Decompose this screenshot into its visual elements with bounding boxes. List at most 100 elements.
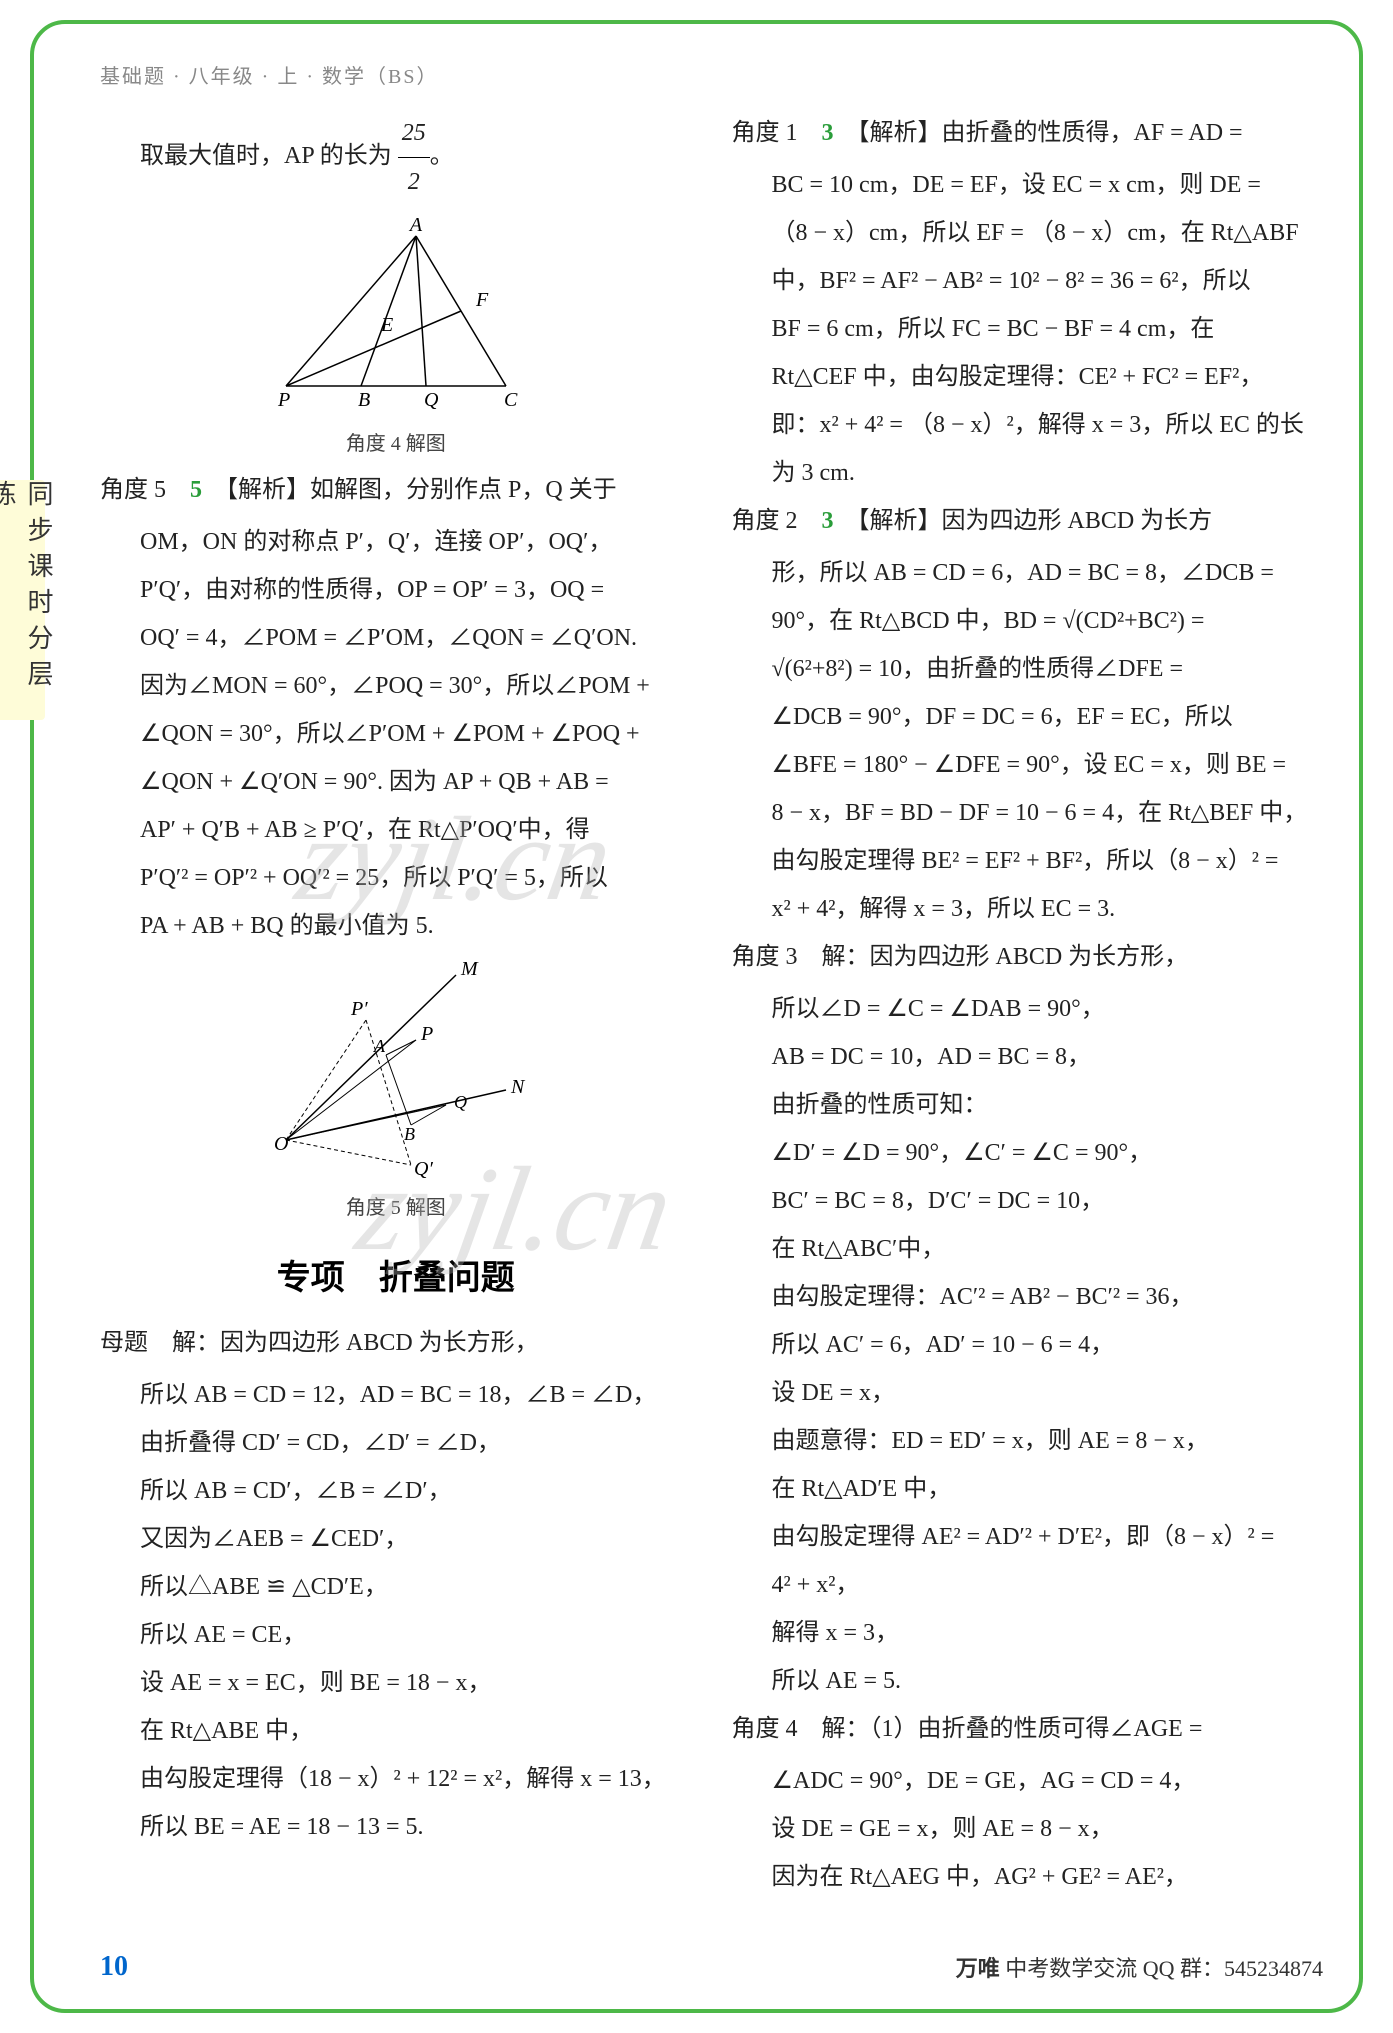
j2-l1: 90°，在 Rt△BCD 中，BD = √(CD²+BC²) =	[732, 597, 1324, 645]
mt-l7: 在 Rt△ABE 中，	[100, 1707, 692, 1755]
j3-l14: 所以 AE = 5.	[732, 1657, 1324, 1705]
j2-l2: √(6²+8²) = 10，由折叠的性质得∠DFE =	[732, 645, 1324, 693]
svg-text:Q: Q	[454, 1092, 467, 1112]
side-tab: 同步课时分层练	[0, 480, 45, 720]
footer-text: 万唯 中考数学交流 QQ 群：545234874	[956, 1951, 1323, 1983]
mt-l9: 所以 BE = AE = 18 − 13 = 5.	[100, 1803, 692, 1851]
j4-l2: 因为在 Rt△AEG 中，AG² + GE² = AE²，	[732, 1853, 1324, 1901]
figure4-svg: A F E P B Q C	[266, 216, 526, 416]
figure5-svg: M P′ A P Q N B Q′ O	[256, 960, 536, 1180]
j2-l4: ∠BFE = 180° − ∠DFE = 90°，设 EC = x，则 BE =	[732, 741, 1324, 789]
j3-l0: 所以∠D = ∠C = ∠DAB = 90°，	[732, 985, 1324, 1033]
muti-label: 母题 解：因为四边形 ABCD 为长方形，	[100, 1319, 692, 1367]
j3-l9: 由题意得：ED = ED′ = x，则 AE = 8 − x，	[732, 1417, 1324, 1465]
brand: 万唯	[956, 1956, 1000, 1981]
j2-l7: x² + 4²，解得 x = 3，所以 EC = 3.	[732, 885, 1324, 933]
j3-l4: BC′ = BC = 8，D′C′ = DC = 10，	[732, 1177, 1324, 1225]
intro-line: 取最大值时，AP 的长为 25 2 。	[100, 109, 692, 206]
j3-l6: 由勾股定理得：AC′² = AB² − BC′² = 36，	[732, 1273, 1324, 1321]
j1-l2: 中，BF² = AF² − AB² = 10² − 8² = 36 = 6²，所…	[732, 257, 1324, 305]
svg-text:M: M	[460, 960, 479, 980]
svg-text:P: P	[420, 1023, 433, 1045]
qq-number: 545234874	[1224, 1956, 1323, 1981]
fig5-caption: 角度 5 解图	[100, 1191, 692, 1220]
j2-l5: 8 − x，BF = BD − DF = 10 − 6 = 4，在 Rt△BEF…	[732, 789, 1324, 837]
j1-l3: BF = 6 cm，所以 FC = BC − BF = 4 cm，在	[732, 305, 1324, 353]
period: 。	[430, 143, 454, 169]
jiaodu5-text1: 【解析】如解图，分别作点 P，Q 关于	[226, 477, 617, 503]
mt-l3: 又因为∠AEB = ∠CED′，	[100, 1515, 692, 1563]
svg-text:A: A	[373, 1036, 386, 1056]
j5-l2: OQ′ = 4，∠POM = ∠P′OM，∠QON = ∠Q′ON.	[100, 614, 692, 662]
j3-l11: 由勾股定理得 AE² = AD′² + D′E²，即（8 − x）² =	[732, 1513, 1324, 1561]
j5-l3: 因为∠MON = 60°，∠POQ = 30°，所以∠POM +	[100, 662, 692, 710]
svg-text:C: C	[504, 389, 518, 411]
jiaodu5-line1: 角度 5 5 【解析】如解图，分别作点 P，Q 关于	[100, 466, 692, 514]
jiaodu2-label: 角度 2	[732, 508, 798, 534]
svg-text:F: F	[475, 289, 489, 311]
j1-l4: Rt△CEF 中，由勾股定理得：CE² + FC² = EF²，	[732, 353, 1324, 401]
j2-l0: 形，所以 AB = CD = 6，AD = BC = 8，∠DCB =	[732, 549, 1324, 597]
jiaodu1-text1: 【解析】由折叠的性质得，AF = AD =	[858, 120, 1243, 146]
jiaodu1-label: 角度 1	[732, 120, 798, 146]
j3-l1: AB = DC = 10，AD = BC = 8，	[732, 1033, 1324, 1081]
j1-l6: 为 3 cm.	[732, 449, 1324, 497]
j3-l3: ∠D′ = ∠D = 90°，∠C′ = ∠C = 90°，	[732, 1129, 1324, 1177]
frac-num: 25	[398, 109, 430, 158]
j4-l0: ∠ADC = 90°，DE = GE，AG = CD = 4，	[732, 1757, 1324, 1805]
svg-text:A: A	[408, 216, 423, 236]
jiaodu5-answer: 5	[190, 477, 202, 503]
j5-l6: AP′ + Q′B + AB ≥ P′Q′，在 Rt△P′OQ′中，得	[100, 806, 692, 854]
j3-l2: 由折叠的性质可知：	[732, 1081, 1324, 1129]
jiaodu1-answer: 3	[822, 120, 834, 146]
mt-l1: 由折叠得 CD′ = CD，∠D′ = ∠D，	[100, 1419, 692, 1467]
svg-text:N: N	[510, 1076, 526, 1098]
frac-den: 2	[398, 158, 430, 206]
j1-l0: BC = 10 cm，DE = EF，设 EC = x cm，则 DE =	[732, 161, 1324, 209]
jiaodu3-label: 角度 3 解：因为四边形 ABCD 为长方形，	[732, 933, 1324, 981]
j5-l4: ∠QON = 30°，所以∠P′OM + ∠POM + ∠POQ +	[100, 710, 692, 758]
svg-text:B: B	[404, 1124, 415, 1144]
jiaodu5-label: 角度 5	[100, 477, 166, 503]
svg-text:P: P	[277, 389, 290, 411]
j1-l1: （8 − x）cm，所以 EF = （8 − x）cm，在 Rt△ABF	[732, 209, 1324, 257]
side-tab-text: 同步课时分层练	[0, 480, 57, 720]
svg-text:P′: P′	[350, 998, 368, 1020]
j4-l1: 设 DE = GE = x，则 AE = 8 − x，	[732, 1805, 1324, 1853]
j3-l8: 设 DE = x，	[732, 1369, 1324, 1417]
figure-4: A F E P B Q C 角度 4 解图	[100, 216, 692, 456]
section-title: 专项 折叠问题	[100, 1250, 692, 1299]
j3-l10: 在 Rt△AD′E 中，	[732, 1465, 1324, 1513]
right-column: 角度 1 3 【解析】由折叠的性质得，AF = AD = BC = 10 cm，…	[732, 109, 1324, 1901]
jiaodu2-answer: 3	[822, 508, 834, 534]
j5-l1: P′Q′，由对称的性质得，OP = OP′ = 3，OQ =	[100, 566, 692, 614]
mt-l5: 所以 AE = CE，	[100, 1611, 692, 1659]
mt-l8: 由勾股定理得（18 − x）² + 12² = x²，解得 x = 13，	[100, 1755, 692, 1803]
j3-l13: 解得 x = 3，	[732, 1609, 1324, 1657]
svg-text:Q′: Q′	[414, 1158, 433, 1180]
jiaodu2-line1: 角度 2 3 【解析】因为四边形 ABCD 为长方	[732, 497, 1324, 545]
svg-text:E: E	[380, 314, 393, 336]
j2-l3: ∠DCB = 90°，DF = DC = 6，EF = EC，所以	[732, 693, 1324, 741]
j5-l0: OM，ON 的对称点 P′，Q′，连接 OP′，OQ′，	[100, 518, 692, 566]
mt-l4: 所以△ABE ≌ △CD′E，	[100, 1563, 692, 1611]
footer: 10 万唯 中考数学交流 QQ 群：545234874	[100, 1951, 1323, 1983]
page-header: 基础题 · 八年级 · 上 · 数学（BS）	[100, 60, 1323, 89]
j2-l6: 由勾股定理得 BE² = EF² + BF²，所以（8 − x）² =	[732, 837, 1324, 885]
mt-l0: 所以 AB = CD = 12，AD = BC = 18，∠B = ∠D，	[100, 1371, 692, 1419]
j5-l7: P′Q′² = OP′² + OQ′² = 25，所以 P′Q′ = 5，所以	[100, 854, 692, 902]
j5-l8: PA + AB + BQ 的最小值为 5.	[100, 902, 692, 950]
j3-l7: 所以 AC′ = 6，AD′ = 10 − 6 = 4，	[732, 1321, 1324, 1369]
jiaodu1-line1: 角度 1 3 【解析】由折叠的性质得，AF = AD =	[732, 109, 1324, 157]
j1-l5: 即：x² + 4² = （8 − x）²，解得 x = 3，所以 EC 的长	[732, 401, 1324, 449]
svg-text:O: O	[274, 1133, 288, 1155]
svg-text:Q: Q	[424, 389, 439, 411]
fig4-caption: 角度 4 解图	[100, 427, 692, 456]
svg-text:B: B	[358, 389, 370, 411]
page-number: 10	[100, 1951, 128, 1983]
left-column: 取最大值时，AP 的长为 25 2 。 A F E P	[100, 109, 692, 1901]
fraction: 25 2	[398, 109, 430, 206]
j3-l12: 4² + x²，	[732, 1561, 1324, 1609]
mt-l6: 设 AE = x = EC，则 BE = 18 − x，	[100, 1659, 692, 1707]
figure-5: M P′ A P Q N B Q′ O 角度 5 解图	[100, 960, 692, 1220]
